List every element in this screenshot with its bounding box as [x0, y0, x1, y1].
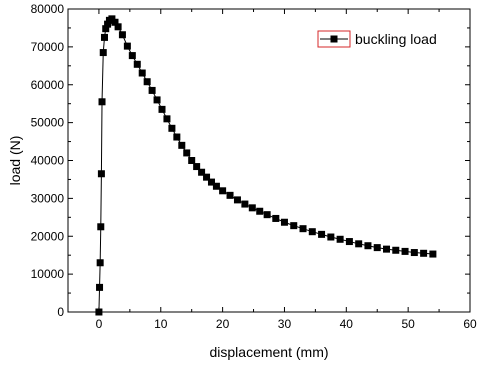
data-point	[318, 230, 326, 238]
data-point	[183, 149, 191, 157]
data-point	[148, 86, 156, 94]
data-point	[99, 49, 107, 57]
data-point	[401, 247, 409, 255]
data-point	[158, 105, 166, 113]
legend-label: buckling load	[355, 31, 437, 47]
data-point	[188, 157, 196, 164]
data-point	[111, 18, 119, 26]
y-tick-label: 0	[57, 305, 64, 319]
x-tick-label: 0	[96, 317, 103, 331]
data-point	[100, 33, 108, 41]
data-point	[219, 187, 227, 195]
data-point	[263, 211, 271, 219]
data-point	[383, 245, 391, 253]
axis-tick-labels: 0 10 20 30 40 50 60 0 10000 20000 30000 40000 50000 6…	[31, 2, 477, 331]
x-tick-label: 40	[340, 317, 354, 331]
data-point	[168, 124, 176, 132]
series-points	[95, 15, 437, 316]
data-point	[207, 178, 215, 186]
data-point	[420, 249, 428, 257]
data-point	[95, 308, 103, 316]
y-tick-label: 40000	[31, 154, 65, 168]
data-point	[345, 238, 353, 246]
data-point	[256, 207, 264, 215]
data-point	[364, 242, 372, 250]
x-tick-label: 30	[278, 317, 292, 331]
data-point	[96, 283, 104, 291]
data-point	[128, 52, 136, 60]
data-point	[123, 42, 131, 50]
data-point	[355, 240, 363, 248]
data-point	[410, 249, 418, 257]
data-point	[429, 250, 437, 258]
data-point	[193, 163, 201, 171]
data-point	[173, 133, 181, 141]
data-point	[203, 173, 211, 181]
data-point	[96, 259, 104, 267]
data-point	[290, 222, 298, 230]
data-point	[373, 244, 381, 252]
series-line-buckling-load	[98, 18, 433, 313]
data-point	[299, 225, 307, 233]
data-point	[280, 218, 288, 226]
legend-marker	[330, 35, 338, 43]
legend: buckling load	[317, 30, 437, 48]
axis-ticks	[67, 8, 471, 313]
x-axis-title: displacement (mm)	[209, 344, 328, 360]
data-point	[226, 191, 234, 199]
data-point	[178, 141, 186, 149]
y-tick-label: 70000	[31, 40, 65, 54]
data-point	[336, 235, 344, 243]
y-tick-label: 30000	[31, 191, 65, 205]
data-point	[143, 78, 151, 86]
y-tick-label: 80000	[31, 2, 65, 16]
data-point	[97, 223, 105, 231]
data-point	[114, 23, 122, 31]
data-point	[98, 98, 106, 106]
data-point	[308, 228, 316, 236]
x-tick-label: 50	[401, 317, 415, 331]
data-point	[233, 196, 241, 204]
data-point	[153, 96, 161, 104]
x-tick-label: 10	[154, 317, 168, 331]
y-axis-title: load (N)	[7, 136, 23, 186]
data-point	[118, 31, 126, 39]
y-tick-label: 10000	[31, 267, 65, 281]
legend-marker-box	[317, 30, 351, 48]
x-tick-label: 20	[216, 317, 230, 331]
data-point	[138, 69, 146, 77]
data-point	[163, 115, 171, 123]
data-point	[272, 214, 280, 222]
data-point	[102, 25, 110, 33]
data-point	[248, 204, 256, 212]
data-point	[241, 200, 249, 208]
y-tick-label: 20000	[31, 229, 65, 243]
plot-area: 0 10 20 30 40 50 60 0 10000 20000 30000 40000 50000 6…	[31, 2, 477, 331]
y-tick-label: 60000	[31, 78, 65, 92]
plot-frame	[67, 8, 471, 313]
data-point	[212, 182, 220, 190]
data-point	[327, 233, 335, 241]
data-point	[392, 246, 400, 254]
data-point	[97, 170, 105, 178]
data-point	[133, 60, 141, 68]
data-point	[104, 20, 112, 28]
x-tick-label: 60	[463, 317, 477, 331]
y-tick-label: 50000	[31, 116, 65, 130]
data-point	[198, 168, 206, 176]
